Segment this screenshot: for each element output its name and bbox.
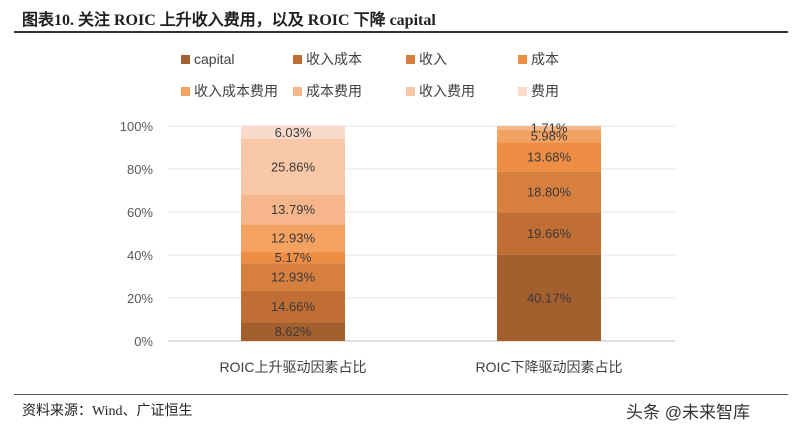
bar-segment: [497, 142, 601, 172]
data-label: 5.17%: [275, 250, 312, 265]
data-label: 25.86%: [271, 159, 316, 174]
legend-swatch: [518, 87, 527, 96]
legend-swatch: [293, 55, 302, 64]
source-note: 资料来源：Wind、广证恒生: [22, 404, 193, 419]
x-category-label: ROIC下降驱动因素占比: [476, 359, 623, 375]
data-label: 12.93%: [271, 270, 316, 285]
data-label: 19.66%: [527, 226, 572, 241]
legend-label: 费用: [531, 83, 559, 99]
bar-segment: [497, 126, 601, 130]
legend-label: capital: [194, 51, 234, 67]
data-label: 13.68%: [527, 150, 572, 165]
legend-swatch: [406, 55, 415, 64]
data-label: 12.93%: [271, 231, 316, 246]
data-label: 1.71%: [531, 120, 568, 135]
data-label: 14.66%: [271, 299, 316, 314]
data-label: 40.17%: [527, 290, 572, 305]
y-tick-label: 40%: [127, 248, 153, 263]
x-category-label: ROIC上升驱动因素占比: [220, 359, 367, 375]
y-tick-label: 20%: [127, 291, 153, 306]
bar-segment: [241, 138, 345, 195]
data-label: 6.03%: [275, 125, 312, 140]
bar-segment: [241, 263, 345, 291]
legend-label: 成本费用: [306, 83, 362, 99]
legend-swatch: [181, 87, 190, 96]
y-tick-label: 0%: [134, 334, 153, 349]
bar-segment: [241, 194, 345, 225]
legend-label: 收入成本: [306, 51, 362, 67]
bar-segment: [241, 322, 345, 341]
bar-segment: [497, 212, 601, 255]
legend-label: 成本: [531, 51, 559, 67]
data-label: 8.62%: [275, 324, 312, 339]
bar-segment: [497, 129, 601, 143]
bar-segment: [241, 252, 345, 264]
data-label: 18.80%: [527, 185, 572, 200]
legend-label: 收入费用: [419, 83, 475, 99]
bar-segment: [497, 254, 601, 341]
legend-swatch: [293, 87, 302, 96]
figure-title: 图表10. 关注 ROIC 上升收入费用，以及 ROIC 下降 capital: [22, 12, 436, 29]
legend-swatch: [181, 55, 190, 64]
bar-segment: [241, 224, 345, 253]
legend-label: 收入成本费用: [194, 83, 278, 99]
y-tick-label: 60%: [127, 205, 153, 220]
y-tick-label: 80%: [127, 162, 153, 177]
bar-segment: [241, 290, 345, 323]
legend-swatch: [518, 55, 527, 64]
title-rule: [14, 31, 788, 33]
legend-label: 收入: [419, 51, 447, 67]
bar-segment: [241, 126, 345, 139]
source-rule: [14, 394, 788, 395]
legend-swatch: [406, 87, 415, 96]
bar-segment: [497, 171, 601, 213]
watermark: 头条 @未来智库: [626, 403, 750, 422]
data-label: 13.79%: [271, 202, 316, 217]
y-tick-label: 100%: [120, 119, 154, 134]
data-label: 5.98%: [531, 129, 568, 144]
